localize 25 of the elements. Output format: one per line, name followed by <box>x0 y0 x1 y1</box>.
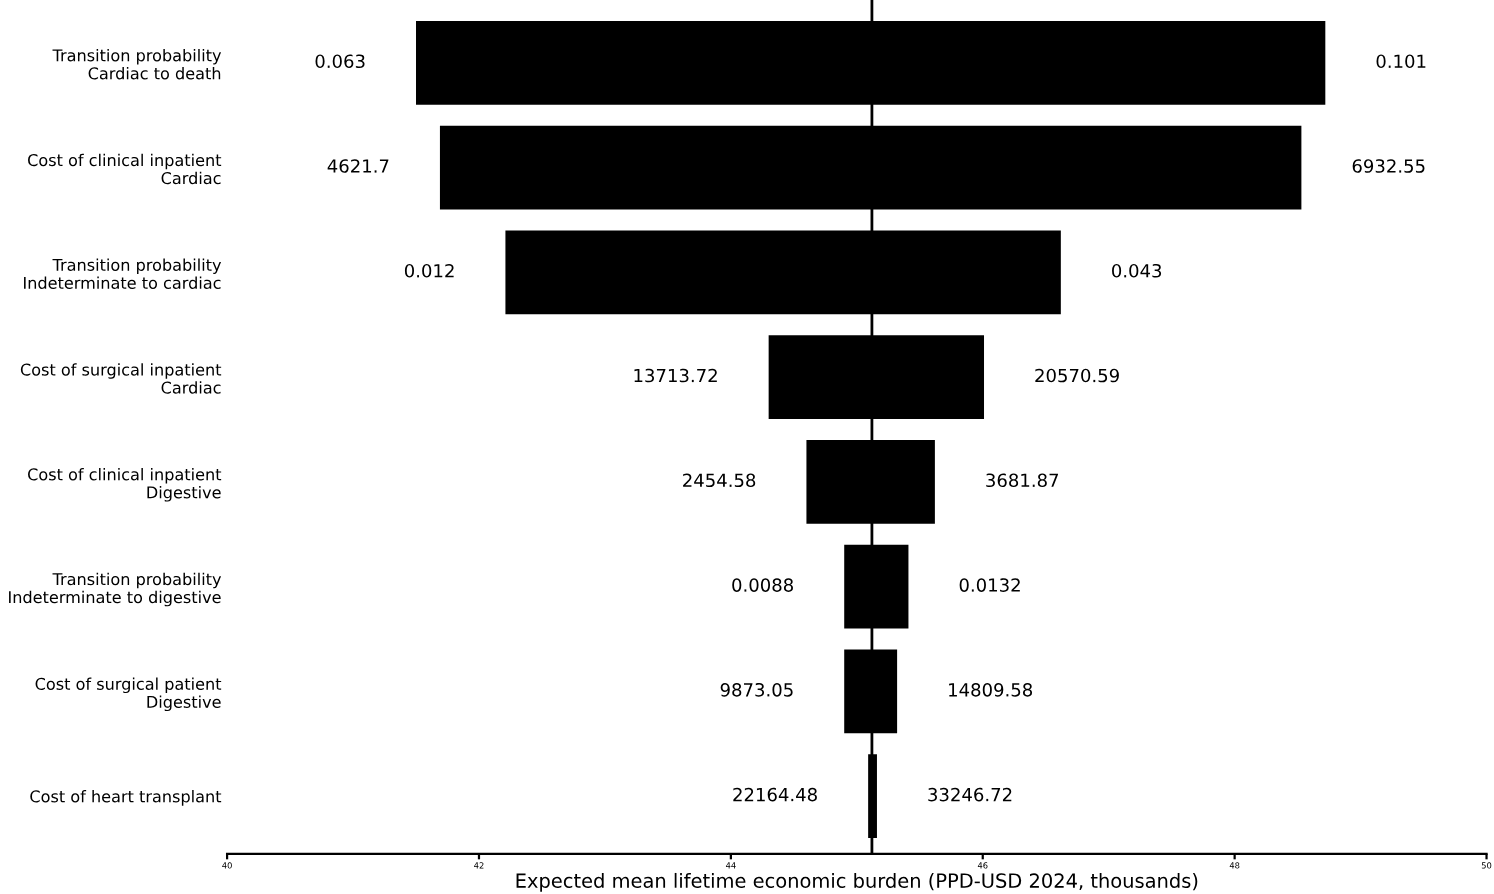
annotation: 13713.72 <box>634 368 717 383</box>
annotation: 0.063 <box>315 54 365 69</box>
annotation: 0.012 <box>404 263 454 278</box>
annotation: 4621.7 <box>327 159 389 173</box>
y-tick-label: Transition probability Indeterminate to digestive <box>9 572 222 607</box>
annotation: 3681.87 <box>986 473 1059 488</box>
y-tick-label: Cost of surgical patient Digestive <box>35 677 222 712</box>
annotation: 22164.48 <box>733 787 817 802</box>
y-tick-label: Cost of heart transplant <box>30 790 222 806</box>
annotation: 0.0088 <box>732 578 793 592</box>
annotation: 9873.05 <box>720 682 793 697</box>
annotation: 6932.55 <box>1352 159 1425 173</box>
annotation: 0.0132 <box>959 578 1020 592</box>
annotation: 33246.72 <box>928 787 1012 802</box>
y-tick-label: Transition probability Indeterminate to cardiac <box>24 258 222 289</box>
x-axis-title: Expected mean lifetime economic burden (PPD-USD 2024, thousands) <box>516 872 1198 892</box>
annotation: 0.043 <box>1112 263 1162 278</box>
y-tick-label: Cost of clinical inpatient Cardiac <box>28 153 222 185</box>
y-tick-label: Cost of surgical inpatient Cardiac <box>20 363 222 394</box>
annotation: 2454.58 <box>683 473 756 488</box>
annotation: 0.101 <box>1376 54 1426 69</box>
y-tick-label: Transition probability Cardiac to death <box>52 48 222 80</box>
y-tick-label: Cost of clinical inpatient Digestive <box>28 467 222 502</box>
annotation: 14809.58 <box>949 682 1033 697</box>
annotation: 20570.59 <box>1035 368 1119 383</box>
